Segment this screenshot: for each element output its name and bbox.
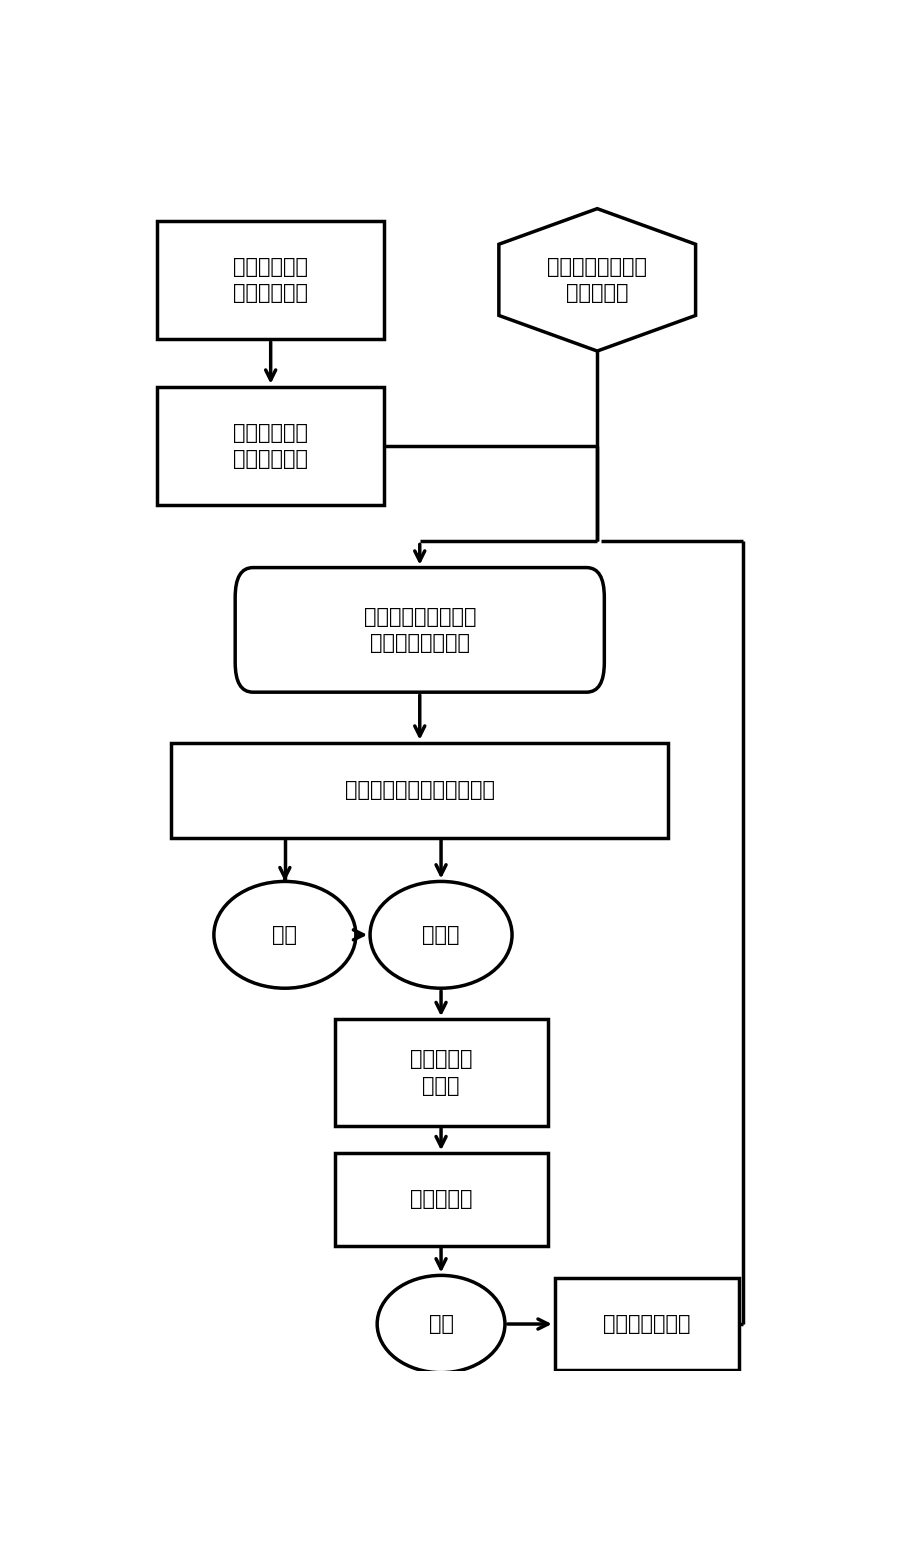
Bar [334, 1019, 548, 1126]
Text: 储备: 储备 [272, 925, 298, 945]
Text: 确定异相凝并
吸附剂的组分: 确定异相凝并 吸附剂的组分 [234, 422, 308, 468]
Ellipse shape [377, 1276, 505, 1373]
FancyBboxPatch shape [235, 567, 605, 692]
Text: 重金属排放监测: 重金属排放监测 [603, 1314, 691, 1335]
Text: 静电除尘器
前烟道: 静电除尘器 前烟道 [409, 1049, 473, 1096]
Text: 计算异相凝并吸附剂
用量及各组分配比: 计算异相凝并吸附剂 用量及各组分配比 [364, 607, 476, 653]
Polygon shape [499, 208, 695, 351]
Ellipse shape [370, 881, 512, 988]
Text: 计量泵: 计量泵 [422, 925, 460, 945]
Text: 烟气及重金属
浓度特性测试: 烟气及重金属 浓度特性测试 [234, 257, 308, 304]
Bar [158, 387, 385, 505]
Bar [334, 1153, 548, 1245]
Text: 按比例配置异相凝并吸附剂: 按比例配置异相凝并吸附剂 [344, 780, 495, 800]
Bar [554, 1277, 739, 1370]
Bar [158, 220, 385, 339]
Text: 静电除尘器: 静电除尘器 [409, 1190, 473, 1210]
Text: 烟囱: 烟囱 [429, 1314, 453, 1335]
Bar [171, 743, 668, 838]
Ellipse shape [213, 881, 355, 988]
Text: 测试重金属排放浓
度及烟气量: 测试重金属排放浓 度及烟气量 [547, 257, 648, 304]
